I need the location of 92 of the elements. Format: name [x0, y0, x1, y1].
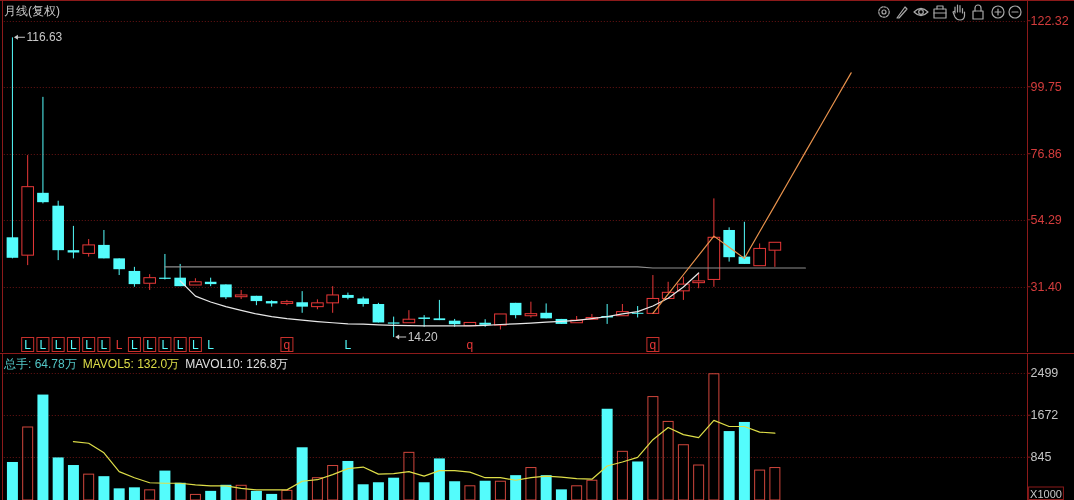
- line-series: [72, 419, 776, 491]
- bar: [189, 493, 201, 500]
- x-tick-label: L: [344, 337, 352, 352]
- bar: [113, 488, 125, 500]
- candlestick: [21, 154, 34, 266]
- bar: [6, 461, 18, 500]
- y-tick-label: 76.86: [1030, 146, 1062, 161]
- bar: [22, 426, 34, 500]
- bar: [235, 484, 247, 500]
- annotation: 116.63: [26, 30, 63, 45]
- bar: [494, 480, 506, 500]
- bar: [418, 482, 430, 500]
- annotation: 14.20: [407, 330, 439, 345]
- candlestick: [585, 313, 599, 320]
- bar: [754, 469, 766, 500]
- bar: [388, 477, 400, 500]
- candlestick: [402, 309, 416, 324]
- candlestick: [387, 316, 400, 338]
- bar: [616, 450, 628, 500]
- y-tick-label: 845: [1030, 450, 1052, 465]
- bar: [769, 467, 781, 500]
- bar: [281, 489, 293, 500]
- bar: [83, 473, 95, 500]
- bar: [37, 394, 49, 500]
- candlestick: [707, 197, 721, 288]
- bar: [586, 479, 598, 500]
- bar: [372, 482, 384, 500]
- bar: [342, 460, 354, 500]
- y-tick-label: 122.32: [1030, 13, 1069, 28]
- bar: [311, 477, 323, 500]
- bar: [433, 458, 445, 500]
- candlestick: [67, 225, 80, 259]
- y-tick-label: 54.29: [1030, 212, 1062, 227]
- bar: [723, 431, 735, 500]
- x-tick-label: L: [192, 337, 200, 352]
- y-tick-label: 2499: [1030, 366, 1059, 381]
- x-tick-label: L: [70, 337, 78, 352]
- bar: [174, 482, 186, 500]
- annotation: MAVOL10: 126.8万: [185, 357, 289, 371]
- candlestick: [6, 36, 19, 259]
- bar: [144, 489, 156, 500]
- candlestick: [98, 229, 110, 259]
- bar: [464, 485, 476, 500]
- x-tick-label: L: [131, 337, 139, 352]
- bar: [647, 396, 659, 500]
- chart-title: 月线(复权): [4, 4, 60, 18]
- bar: [266, 493, 278, 500]
- bar: [525, 467, 537, 500]
- y-axis-title: X1000: [1030, 487, 1062, 500]
- bar: [128, 487, 140, 500]
- bar: [357, 484, 369, 500]
- y-tick-label: 1672: [1030, 408, 1059, 423]
- y-tick-label: 99.75: [1030, 79, 1062, 94]
- text: MAVOL5: 132.0万: [82, 357, 180, 371]
- x-tick-label: q: [466, 337, 474, 352]
- bar: [159, 470, 171, 500]
- candlestick: [128, 266, 141, 288]
- candlestick: [540, 302, 552, 319]
- bar: [327, 465, 339, 500]
- bar: [449, 481, 461, 500]
- bar: [67, 465, 79, 500]
- bar: [601, 408, 613, 500]
- bar: [662, 420, 674, 500]
- y-tick-label: 31.40: [1030, 279, 1062, 294]
- bar: [403, 451, 415, 500]
- x-tick-label: L: [115, 337, 123, 352]
- candlestick: [280, 299, 294, 306]
- candlestick: [753, 242, 766, 267]
- candlestick: [646, 274, 660, 314]
- bar: [479, 480, 491, 500]
- bar: [555, 489, 567, 500]
- bar: [52, 457, 64, 500]
- bar: [738, 421, 750, 500]
- bar: [205, 490, 217, 500]
- bar: [220, 484, 232, 500]
- bar: [98, 476, 110, 500]
- x-tick-label: L: [207, 337, 215, 352]
- candlestick: [768, 241, 782, 268]
- bar: [693, 464, 705, 500]
- bar: [250, 490, 262, 500]
- bar: [632, 461, 644, 500]
- bar: [510, 475, 522, 500]
- bar: [708, 373, 720, 500]
- candlestick: [524, 301, 538, 318]
- bar: [296, 447, 308, 500]
- bar: [540, 475, 552, 500]
- candlestick: [37, 96, 49, 204]
- candlestick: [296, 290, 308, 314]
- text: 总手: 64.78万: [3, 357, 77, 371]
- candlestick: [661, 281, 675, 299]
- bar: [571, 485, 583, 500]
- bar: [677, 444, 689, 500]
